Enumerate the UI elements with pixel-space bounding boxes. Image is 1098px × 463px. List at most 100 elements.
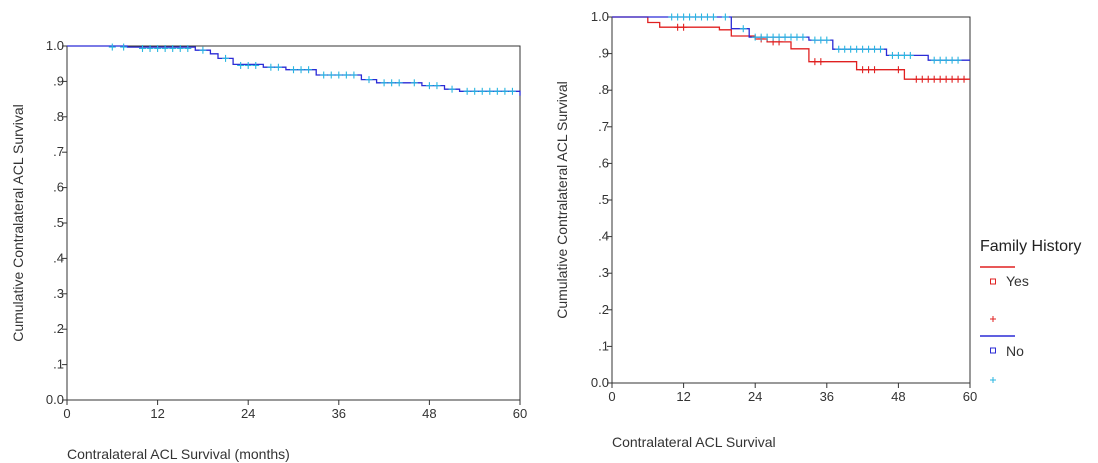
censor-layer-right bbox=[668, 13, 968, 83]
x-tick-label: 36 bbox=[820, 389, 834, 404]
censor-mark bbox=[853, 45, 861, 53]
censor-mark bbox=[252, 61, 260, 69]
x-axis-label-right: Contralateral ACL Survival bbox=[612, 434, 776, 450]
censor-mark bbox=[169, 44, 177, 52]
censor-mark bbox=[686, 13, 694, 21]
x-tick-label: 24 bbox=[241, 406, 255, 421]
y-tick-label: .2 bbox=[53, 321, 64, 336]
censor-mark bbox=[425, 82, 433, 90]
censor-mark bbox=[305, 66, 313, 74]
censor-mark bbox=[924, 75, 932, 83]
x-tick-label: 48 bbox=[891, 389, 905, 404]
censor-mark bbox=[757, 33, 765, 41]
censor-mark bbox=[154, 44, 162, 52]
censor-mark bbox=[668, 13, 676, 21]
legend-title: Family History bbox=[980, 238, 1081, 255]
legend-yes-label: Yes bbox=[1006, 273, 1029, 289]
censor-mark bbox=[960, 75, 968, 83]
censor-mark bbox=[859, 45, 867, 53]
y-tick-label: .5 bbox=[598, 192, 609, 207]
y-tick-label: .5 bbox=[53, 215, 64, 230]
censor-mark bbox=[906, 51, 914, 59]
censor-mark bbox=[161, 44, 169, 52]
censor-layer-left bbox=[108, 43, 516, 95]
series-layer-right bbox=[612, 16, 970, 80]
censor-mark bbox=[739, 25, 747, 33]
censor-mark bbox=[478, 87, 486, 95]
y-tick-label: .7 bbox=[53, 144, 64, 159]
censor-mark bbox=[948, 75, 956, 83]
x-tick-label: 12 bbox=[676, 389, 690, 404]
censor-mark bbox=[799, 33, 807, 41]
censor-mark bbox=[871, 45, 879, 53]
y-tick-label: 1.0 bbox=[46, 38, 64, 53]
censor-mark bbox=[320, 71, 328, 79]
x-tick-label: 60 bbox=[513, 406, 527, 421]
censor-mark bbox=[471, 87, 479, 95]
censor-mark bbox=[811, 58, 819, 66]
plot-frame-left bbox=[66, 45, 521, 401]
x-tick-label: 24 bbox=[748, 389, 762, 404]
censor-mark bbox=[936, 56, 944, 64]
x-ticks-left: 0 12 24 36 48 60 bbox=[63, 400, 527, 421]
y-tick-label: .1 bbox=[53, 357, 64, 372]
x-axis-label-left: Contralateral ACL Survival (months) bbox=[67, 446, 290, 462]
x-tick-label: 12 bbox=[150, 406, 164, 421]
y-tick-label: .3 bbox=[53, 286, 64, 301]
censor-mark bbox=[865, 45, 873, 53]
censor-mark bbox=[721, 13, 729, 21]
censor-mark bbox=[674, 23, 682, 31]
chart-right: 0 12 24 36 48 60 0.0 .1 .2 .3 .4 .5 .6 .7 .8 .9 1.0 Cum… bbox=[554, 9, 1081, 450]
censor-mark bbox=[146, 44, 154, 52]
censor-mark bbox=[900, 51, 908, 59]
legend-no-label: No bbox=[1006, 343, 1024, 359]
censor-mark bbox=[954, 75, 962, 83]
legend: Family History Yes No bbox=[980, 238, 1081, 383]
censor-mark bbox=[918, 75, 926, 83]
censor-mark bbox=[380, 79, 388, 87]
y-tick-label: 0.0 bbox=[591, 375, 609, 390]
y-tick-label: .9 bbox=[53, 73, 64, 88]
censor-mark bbox=[120, 43, 128, 51]
x-tick-label: 48 bbox=[422, 406, 436, 421]
censor-mark bbox=[865, 66, 873, 74]
censor-mark bbox=[751, 33, 759, 41]
y-tick-label: .7 bbox=[598, 119, 609, 134]
censor-mark bbox=[930, 56, 938, 64]
censor-mark bbox=[703, 13, 711, 21]
plot-frame-right bbox=[611, 16, 971, 384]
censor-mark bbox=[954, 56, 962, 64]
y-tick-label: .1 bbox=[598, 338, 609, 353]
censor-mark bbox=[942, 75, 950, 83]
censor-mark bbox=[108, 43, 116, 51]
censor-mark bbox=[835, 45, 843, 53]
y-tick-label: 0.0 bbox=[46, 392, 64, 407]
censor-mark bbox=[793, 33, 801, 41]
y-tick-label: .8 bbox=[598, 82, 609, 97]
legend-yes-censor-marker bbox=[990, 316, 996, 322]
censor-mark bbox=[267, 63, 275, 71]
y-tick-label: .9 bbox=[598, 46, 609, 61]
legend-no-censor-marker bbox=[990, 377, 996, 383]
x-tick-label: 60 bbox=[963, 389, 977, 404]
chart-left: 0 12 24 36 48 60 0.0 .1 .2 .3 .4 .5 .6 .7 .8 .9 1.0 Cum… bbox=[10, 38, 527, 462]
censor-mark bbox=[365, 76, 373, 84]
censor-mark bbox=[342, 71, 350, 79]
y-tick-label: .4 bbox=[53, 250, 64, 265]
censor-mark bbox=[448, 85, 456, 93]
y-ticks-right: 0.0 .1 .2 .3 .4 .5 .6 .7 .8 .9 1.0 bbox=[591, 9, 612, 390]
y-tick-label: .6 bbox=[53, 180, 64, 195]
censor-mark bbox=[244, 61, 252, 69]
y-tick-label: .8 bbox=[53, 109, 64, 124]
legend-no-marker bbox=[990, 347, 996, 354]
censor-mark bbox=[847, 45, 855, 53]
x-tick-label: 0 bbox=[608, 389, 615, 404]
censor-mark bbox=[769, 33, 777, 41]
censor-mark bbox=[184, 44, 192, 52]
censor-mark bbox=[787, 33, 795, 41]
censor-mark bbox=[433, 82, 441, 90]
x-ticks-right: 0 12 24 36 48 60 bbox=[608, 383, 977, 404]
censor-mark bbox=[948, 56, 956, 64]
y-ticks-left: 0.0 .1 .2 .3 .4 .5 .6 .7 .8 .9 1.0 bbox=[46, 38, 67, 407]
